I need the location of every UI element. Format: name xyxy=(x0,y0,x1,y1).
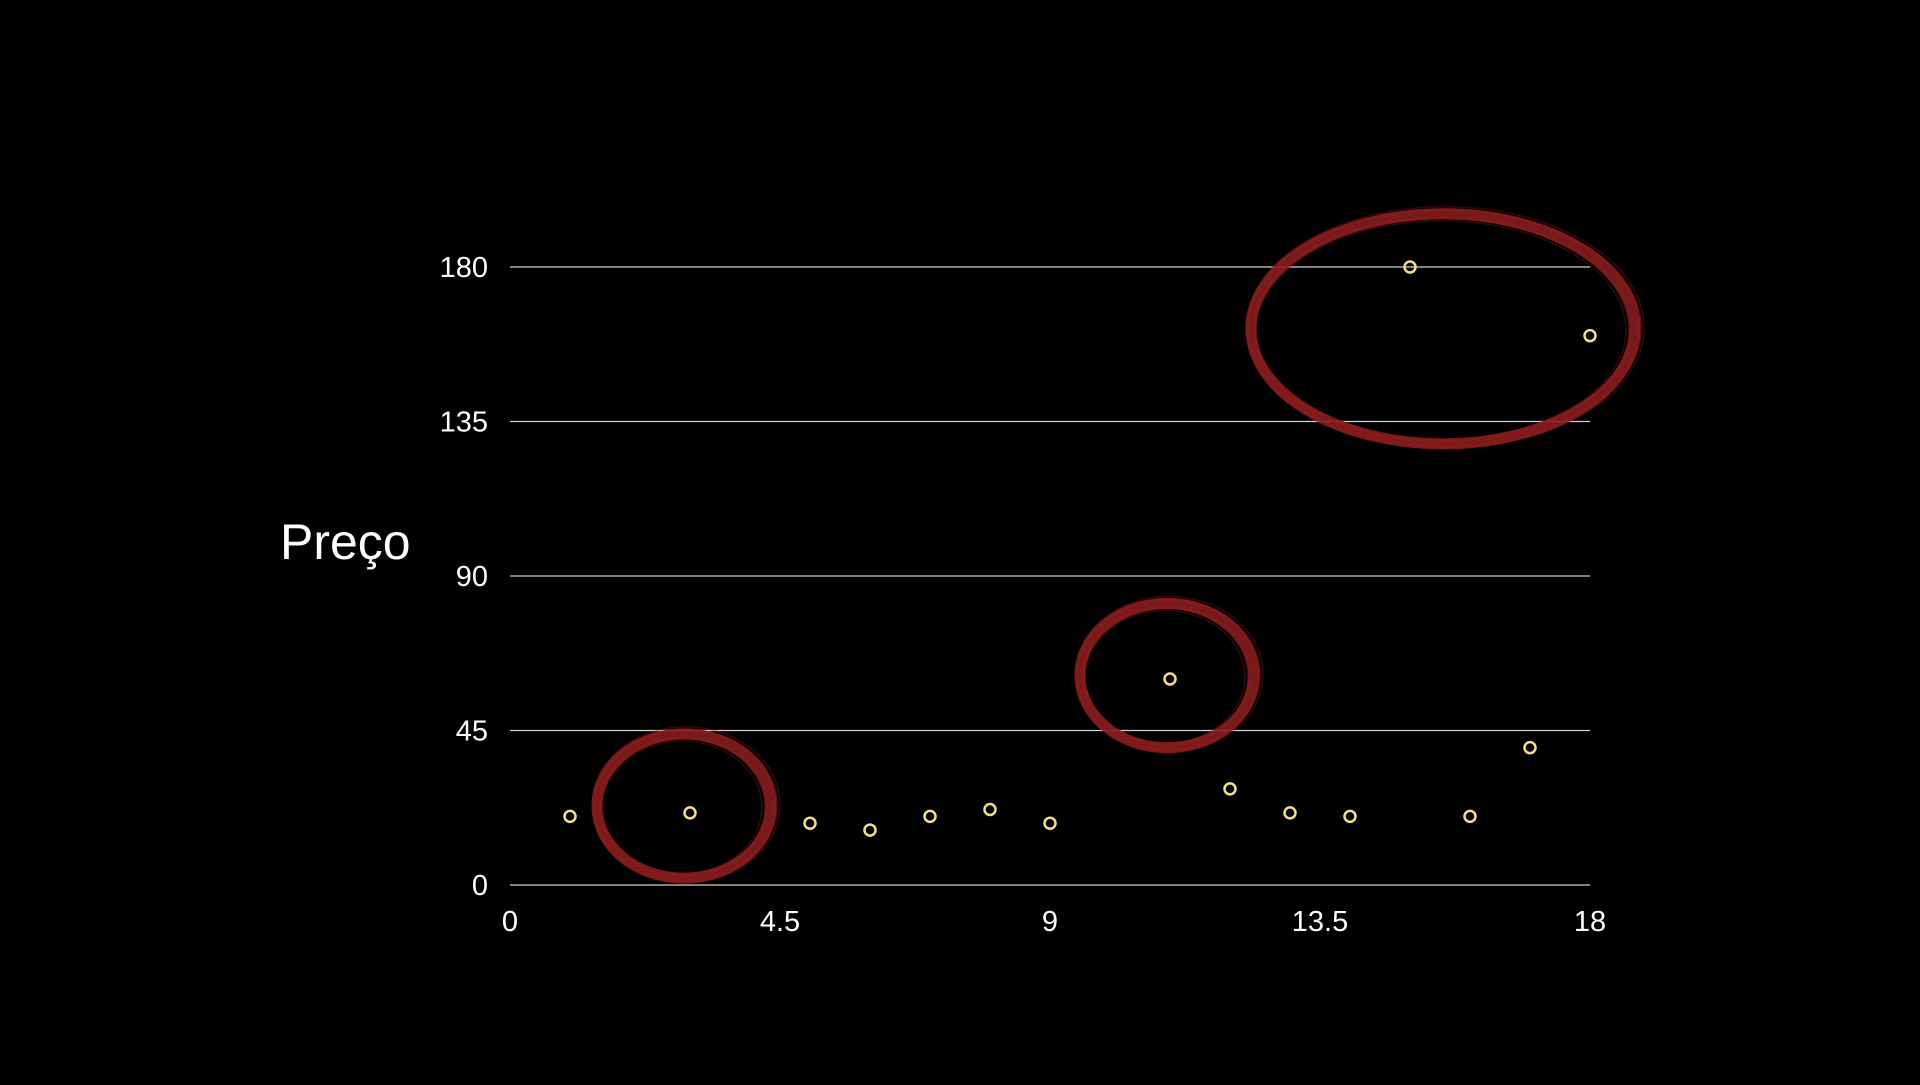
data-point xyxy=(1163,672,1177,686)
y-tick-label: 0 xyxy=(472,870,488,902)
x-tick-label: 9 xyxy=(1042,906,1058,938)
y-axis-label: Preço xyxy=(280,514,411,570)
data-point xyxy=(1583,328,1597,343)
highlight-circle xyxy=(591,726,781,884)
data-point xyxy=(923,809,937,824)
y-tick-label: 135 xyxy=(440,407,488,439)
data-point xyxy=(1463,809,1477,824)
highlight-circle xyxy=(1074,595,1264,754)
data-point xyxy=(863,823,877,837)
data-point xyxy=(1343,809,1357,824)
y-tick-label: 180 xyxy=(440,252,488,284)
highlight-circle xyxy=(1245,206,1645,450)
data-points xyxy=(563,260,1597,837)
y-tick-label: 90 xyxy=(456,561,488,593)
data-point xyxy=(1223,782,1237,796)
y-tick-label: 45 xyxy=(456,716,488,748)
data-point xyxy=(563,809,577,824)
data-point xyxy=(1283,806,1297,820)
x-tick-label: 0 xyxy=(502,906,518,938)
highlight-circles xyxy=(591,206,1645,884)
data-point xyxy=(803,816,817,830)
data-point xyxy=(683,806,697,820)
data-point xyxy=(1403,260,1417,274)
grid-lines xyxy=(510,266,1590,886)
data-point xyxy=(1523,740,1537,755)
data-point xyxy=(983,802,997,817)
x-tick-label: 18 xyxy=(1574,906,1606,938)
x-tick-label: 13.5 xyxy=(1292,906,1348,938)
x-tick-labels: 0 4.5 9 13.5 18 xyxy=(502,906,1606,938)
x-tick-label: 4.5 xyxy=(760,906,800,938)
data-point xyxy=(1043,816,1057,830)
y-tick-labels: 0 45 90 135 180 xyxy=(440,252,488,902)
